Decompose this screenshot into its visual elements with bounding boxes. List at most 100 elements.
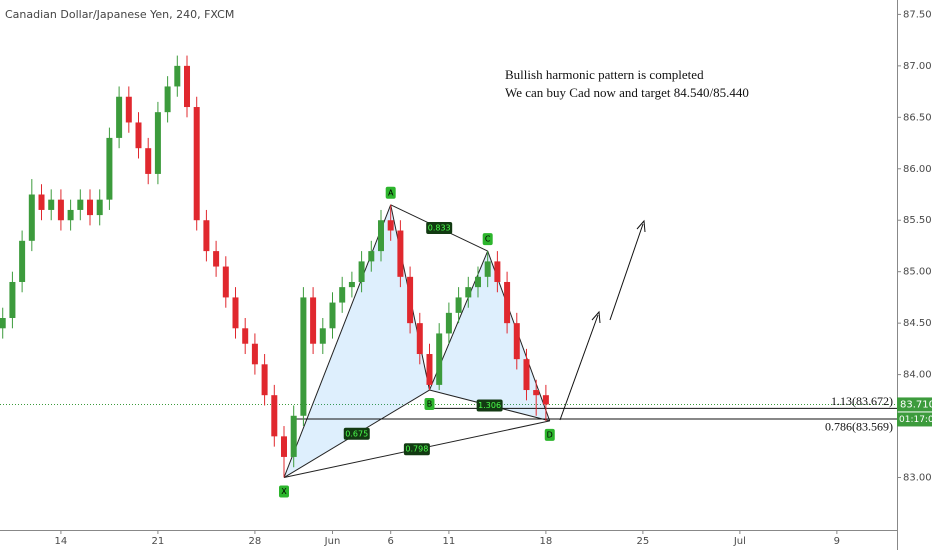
candle-body: [193, 107, 200, 221]
pattern-leg: [283, 204, 392, 478]
countdown-label: 01:17:06: [899, 415, 932, 425]
candle-body: [77, 199, 84, 210]
candle-body: [513, 323, 520, 360]
candle-body: [397, 230, 404, 277]
pattern-fill: [283, 204, 430, 478]
point-badge: [482, 233, 493, 246]
y-tick-label: 84.000: [903, 370, 932, 381]
y-tick-label: 86.000: [903, 164, 932, 175]
candle-body: [445, 312, 452, 334]
arrow: [559, 219, 646, 421]
point-label: X: [281, 487, 287, 496]
candle-body: [484, 261, 491, 277]
candle-body: [358, 261, 365, 282]
candle-body: [106, 137, 113, 200]
candle-body: [533, 390, 540, 396]
candle-body: [368, 251, 375, 262]
x-tick-label: 25: [637, 536, 650, 547]
candle-body: [474, 276, 481, 288]
candle-body: [319, 328, 326, 344]
y-tick-label: 87.000: [903, 61, 932, 72]
point-badge: [424, 398, 435, 411]
ratio-badge: [426, 221, 453, 234]
candle-body: [9, 281, 16, 318]
candle-body: [494, 261, 501, 282]
candle-body: [0, 318, 6, 329]
candle-body: [184, 65, 191, 108]
point-badge: [385, 186, 396, 199]
candle-body: [116, 96, 123, 138]
annotation: We can buy Cad now and target 84.540/85.…: [505, 85, 749, 100]
candle-body: [377, 220, 384, 252]
candle-body: [339, 287, 346, 303]
candle-body: [310, 297, 317, 344]
candle-body: [242, 328, 249, 344]
level-label: 1.13(83.672): [831, 394, 893, 408]
x-tick-label: 14: [55, 536, 68, 547]
ratio-label: 0.675: [345, 429, 368, 438]
point-label: B: [427, 400, 433, 409]
annotation: Bullish harmonic pattern is completed: [505, 67, 704, 82]
point-badge: [544, 428, 555, 441]
candle-body: [455, 297, 462, 313]
x-tick-label: 6: [388, 536, 394, 547]
candle-body: [174, 65, 181, 87]
candle-body: [164, 86, 171, 113]
arrow-head: [591, 310, 601, 324]
candle-body: [48, 199, 55, 210]
candle-body: [523, 359, 530, 391]
x-tick-label: Jun: [324, 536, 341, 547]
candle-body: [38, 194, 45, 210]
candle-body: [465, 287, 472, 298]
arrow-line: [609, 223, 644, 321]
candle-body: [436, 333, 443, 385]
candle-body: [125, 96, 132, 123]
y-tick-label: 86.500: [903, 112, 932, 123]
ratio-badge: [476, 399, 503, 412]
candle-body: [416, 323, 423, 355]
candle-body: [145, 148, 152, 174]
candle-body: [28, 194, 35, 241]
candle-body: [280, 436, 287, 457]
candle-body: [407, 276, 414, 324]
ratio-badge: [343, 427, 370, 440]
x-tick-label: 11: [443, 536, 456, 547]
x-tick-label: Jul: [733, 536, 746, 547]
candle-body: [300, 297, 307, 416]
ratio-badge: [403, 443, 430, 456]
x-tick-label: 28: [249, 536, 262, 547]
point-label: D: [547, 430, 553, 439]
candle-body: [426, 354, 433, 385]
ratio-label: 0.798: [405, 445, 428, 454]
pattern-fill: [429, 251, 550, 421]
candle-body: [96, 199, 103, 216]
y-tick-label: 84.500: [903, 318, 932, 329]
countdown-badge: [897, 412, 932, 427]
y-tick-label: 87.500: [903, 9, 932, 20]
last-price-label: 83.710: [900, 399, 932, 410]
arrow-head: [636, 219, 646, 233]
candle-body: [203, 220, 210, 252]
ratio-label: 0.833: [428, 223, 451, 232]
point-label: C: [485, 235, 491, 244]
candle-body: [271, 395, 278, 437]
level-label: 0.786(83.569): [825, 420, 893, 434]
candle-body: [329, 302, 336, 329]
candle-body: [19, 240, 26, 282]
candle-body: [87, 199, 94, 216]
ratio-label: 1.306: [478, 401, 501, 410]
x-tick-label: 18: [540, 536, 553, 547]
candle-body: [261, 364, 268, 396]
x-tick-label: 9: [834, 536, 840, 547]
candle-body: [251, 343, 258, 365]
candle-body: [232, 297, 239, 329]
candle-body: [504, 281, 511, 324]
candle-body: [290, 415, 297, 457]
y-tick-label: 85.500: [903, 215, 932, 226]
candle-body: [387, 220, 394, 231]
x-tick-label: 21: [152, 536, 165, 547]
last-price-badge: [897, 397, 932, 412]
y-tick-label: 83.000: [903, 473, 932, 484]
